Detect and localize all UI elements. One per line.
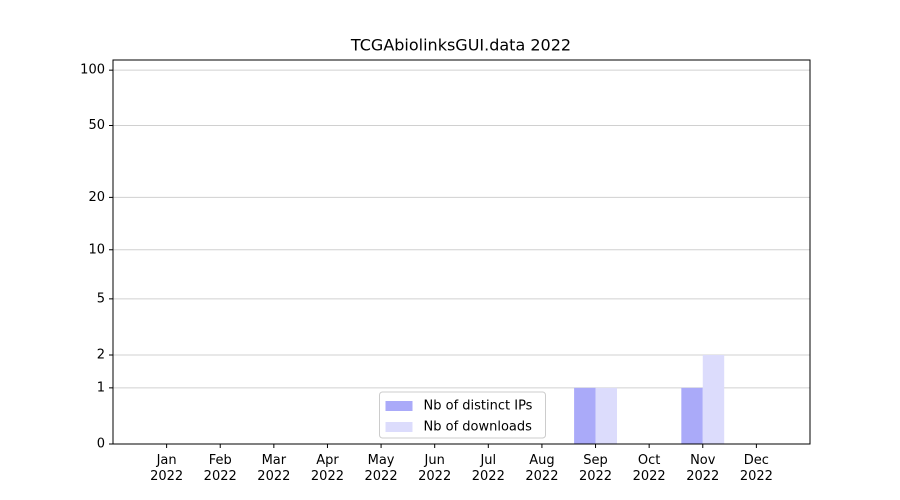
x-tick-label: Nov 2022 (686, 453, 720, 484)
bar (574, 387, 596, 444)
x-tick-label: May 2022 (364, 453, 398, 484)
y-tick-label: 0 (97, 437, 105, 452)
y-tick-label: 2 (97, 348, 105, 363)
y-tick-label: 5 (97, 291, 105, 306)
x-tick-label: Dec 2022 (739, 453, 773, 484)
y-tick-label: 20 (88, 190, 105, 205)
x-tick-label: Jul 2022 (471, 453, 505, 484)
plot-frame (112, 59, 811, 445)
x-tick-label: Jun 2022 (418, 453, 452, 484)
x-tick-label: Aug 2022 (525, 453, 559, 484)
chart-title: TCGAbiolinksGUI.data 2022 (350, 36, 571, 55)
x-tick-label: Feb 2022 (203, 453, 237, 484)
x-tick-label: Mar 2022 (257, 453, 291, 484)
bar (702, 355, 725, 444)
legend-label: Nb of downloads (424, 420, 533, 435)
bar (681, 387, 703, 444)
y-tick-label: 1 (97, 380, 105, 395)
legend: Nb of distinct IPs Nb of downloads (379, 391, 546, 439)
x-tick-label: Jan 2022 (150, 453, 184, 484)
x-tick-label: Sep 2022 (578, 453, 613, 484)
y-tick-label: 50 (88, 118, 105, 133)
legend-swatch (385, 401, 413, 411)
bar (595, 387, 617, 444)
y-tick-label: 100 (80, 63, 105, 78)
legend-label: Nb of distinct IPs (424, 399, 533, 414)
legend-swatch (385, 422, 413, 432)
x-tick-label: Apr 2022 (310, 453, 344, 484)
y-tick-label: 10 (88, 242, 105, 257)
x-tick-label: Oct 2022 (632, 453, 666, 484)
legend-frame (379, 391, 546, 439)
